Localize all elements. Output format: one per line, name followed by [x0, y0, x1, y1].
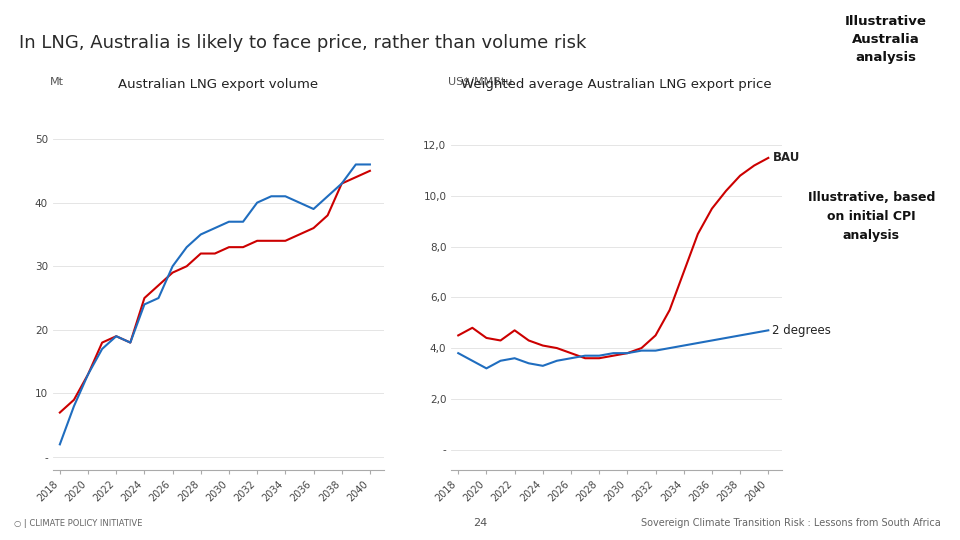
Text: 24: 24: [473, 518, 487, 529]
Text: 2 degrees: 2 degrees: [773, 324, 831, 337]
Title: Weighted average Australian LNG export price: Weighted average Australian LNG export p…: [462, 78, 772, 91]
Text: US$/MMBtu: US$/MMBtu: [448, 77, 513, 87]
Title: Australian LNG export volume: Australian LNG export volume: [118, 78, 319, 91]
Text: ○ | CLIMATE POLICY INITIATIVE: ○ | CLIMATE POLICY INITIATIVE: [14, 519, 143, 529]
Text: Sovereign Climate Transition Risk : Lessons from South Africa: Sovereign Climate Transition Risk : Less…: [641, 518, 941, 529]
Text: In LNG, Australia is likely to face price, rather than volume risk: In LNG, Australia is likely to face pric…: [19, 34, 587, 52]
Text: BAU: BAU: [773, 151, 800, 164]
Text: Illustrative, based
on initial CPI
analysis: Illustrative, based on initial CPI analy…: [807, 191, 935, 242]
Text: Illustrative
Australia
analysis: Illustrative Australia analysis: [845, 15, 926, 64]
Text: Mt: Mt: [50, 77, 63, 87]
